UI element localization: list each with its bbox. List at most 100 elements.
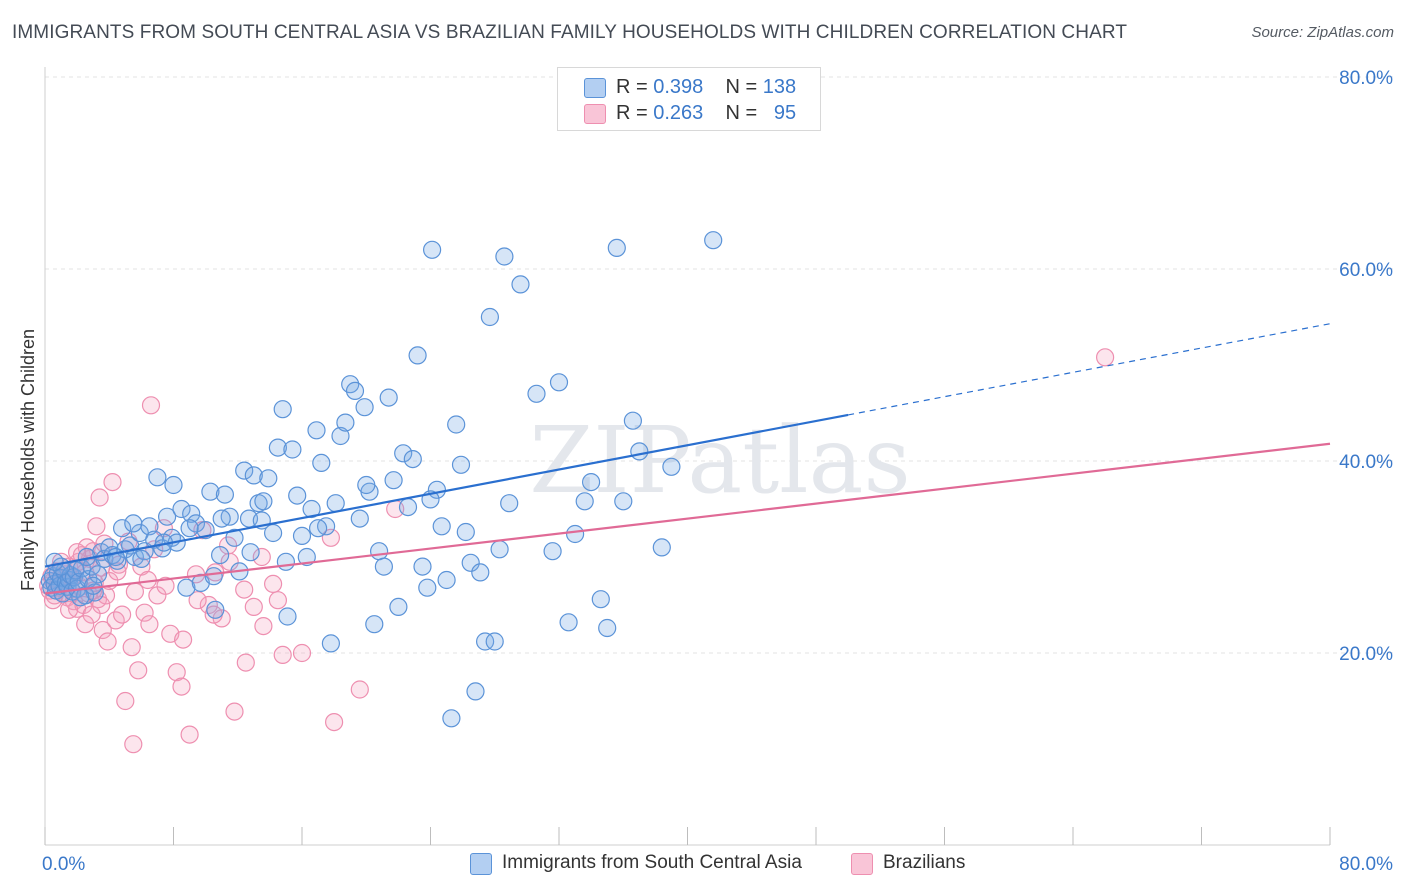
- point-south-central-asia: [312, 453, 331, 472]
- point-south-central-asia: [177, 578, 196, 597]
- point-brazilians: [135, 603, 154, 622]
- x-tick-label: 0.0%: [42, 854, 85, 875]
- point-south-central-asia: [350, 509, 369, 528]
- point-south-central-asia: [374, 557, 393, 576]
- tick-labels: 20.0% 40.0% 60.0% 80.0% 0.0% 80.0%: [42, 68, 1393, 875]
- point-south-central-asia: [112, 519, 132, 538]
- point-brazilians: [90, 488, 109, 507]
- point-brazilians: [140, 615, 159, 634]
- point-brazilians: [292, 643, 312, 663]
- y-tick-label: 20.0%: [1339, 644, 1393, 665]
- point-brazilians: [225, 702, 244, 721]
- point-brazilians: [82, 605, 101, 624]
- gridlines: [45, 76, 1393, 654]
- point-south-central-asia: [466, 682, 485, 701]
- point-south-central-asia: [384, 471, 403, 490]
- point-brazilians: [141, 396, 161, 415]
- point-brazilians: [220, 552, 239, 571]
- point-brazilians: [87, 517, 106, 536]
- point-south-central-asia: [283, 440, 302, 459]
- pink-swatch: [584, 104, 606, 124]
- point-brazilians: [264, 574, 283, 594]
- y-axis-title: Family Households with Children: [18, 329, 38, 591]
- point-south-central-asia: [490, 540, 509, 559]
- point-south-central-asia: [225, 528, 244, 547]
- point-south-central-asia: [623, 411, 643, 430]
- point-brazilians: [124, 735, 143, 754]
- point-brazilians: [167, 663, 186, 682]
- point-south-central-asia: [235, 461, 254, 480]
- point-south-central-asia: [158, 507, 177, 526]
- n-label: N =: [725, 102, 758, 124]
- point-south-central-asia: [88, 565, 108, 584]
- point-south-central-asia: [432, 517, 451, 536]
- point-south-central-asia: [652, 538, 671, 557]
- point-south-central-asia: [254, 492, 273, 511]
- point-south-central-asia: [413, 557, 432, 576]
- point-south-central-asia: [355, 398, 374, 417]
- point-south-central-asia: [559, 613, 578, 632]
- point-south-central-asia: [471, 563, 490, 582]
- point-south-central-asia: [45, 552, 64, 571]
- point-south-central-asia: [259, 469, 278, 488]
- n-value: 138: [762, 76, 797, 98]
- point-south-central-asia: [182, 504, 201, 523]
- point-brazilians: [180, 725, 199, 744]
- point-south-central-asia: [394, 444, 413, 463]
- point-brazilians: [236, 653, 255, 672]
- point-south-central-asia: [148, 468, 167, 487]
- trend-line-brazilians: [44, 442, 1331, 595]
- x-tick-label: 80.0%: [1339, 854, 1393, 875]
- point-south-central-asia: [630, 442, 649, 461]
- point-south-central-asia: [456, 522, 475, 542]
- point-south-central-asia: [418, 578, 437, 597]
- point-south-central-asia: [302, 499, 321, 519]
- point-south-central-asia: [336, 413, 355, 432]
- point-south-central-asia: [244, 466, 263, 485]
- point-south-central-asia: [307, 421, 326, 440]
- brazilians-points: [39, 348, 1115, 754]
- r-value: 0.263: [653, 102, 704, 124]
- point-south-central-asia: [549, 373, 569, 392]
- y-tick-label: 80.0%: [1339, 68, 1393, 89]
- point-south-central-asia: [125, 547, 144, 567]
- point-south-central-asia: [704, 231, 723, 250]
- point-south-central-asia: [309, 519, 328, 538]
- point-south-central-asia: [607, 238, 626, 257]
- point-south-central-asia: [276, 552, 295, 571]
- point-brazilians: [174, 630, 193, 649]
- point-brazilians: [98, 632, 117, 651]
- source-label: Source: ZipAtlas.com: [1251, 24, 1394, 41]
- point-south-central-asia: [206, 600, 225, 619]
- trend-line-dashed-south-central-asia: [848, 323, 1331, 416]
- point-south-central-asia: [447, 415, 466, 434]
- point-south-central-asia: [379, 388, 398, 407]
- n-value: 95: [773, 102, 797, 124]
- point-south-central-asia: [204, 567, 223, 586]
- watermark-text: ZIPatlas: [529, 407, 910, 514]
- y-tick-label: 40.0%: [1339, 452, 1393, 473]
- point-south-central-asia: [215, 485, 234, 504]
- point-south-central-asia: [442, 709, 461, 728]
- point-south-central-asia: [172, 499, 191, 519]
- south-central-asia-points: [40, 231, 723, 728]
- point-south-central-asia: [662, 457, 681, 476]
- point-south-central-asia: [273, 400, 292, 419]
- point-brazilians: [350, 680, 369, 699]
- point-south-central-asia: [389, 597, 408, 617]
- point-south-central-asia: [180, 519, 199, 538]
- point-south-central-asia: [480, 307, 499, 327]
- point-brazilians: [244, 597, 263, 617]
- point-south-central-asia: [495, 247, 514, 266]
- r-label: R =: [616, 76, 648, 98]
- point-south-central-asia: [365, 615, 384, 634]
- point-south-central-asia: [132, 549, 151, 569]
- point-south-central-asia: [326, 494, 345, 513]
- point-brazilians: [103, 473, 122, 492]
- point-south-central-asia: [451, 455, 471, 474]
- point-brazilians: [252, 547, 271, 567]
- point-brazilians: [112, 605, 132, 624]
- r-value: 0.398: [653, 76, 704, 98]
- point-south-central-asia: [485, 632, 504, 651]
